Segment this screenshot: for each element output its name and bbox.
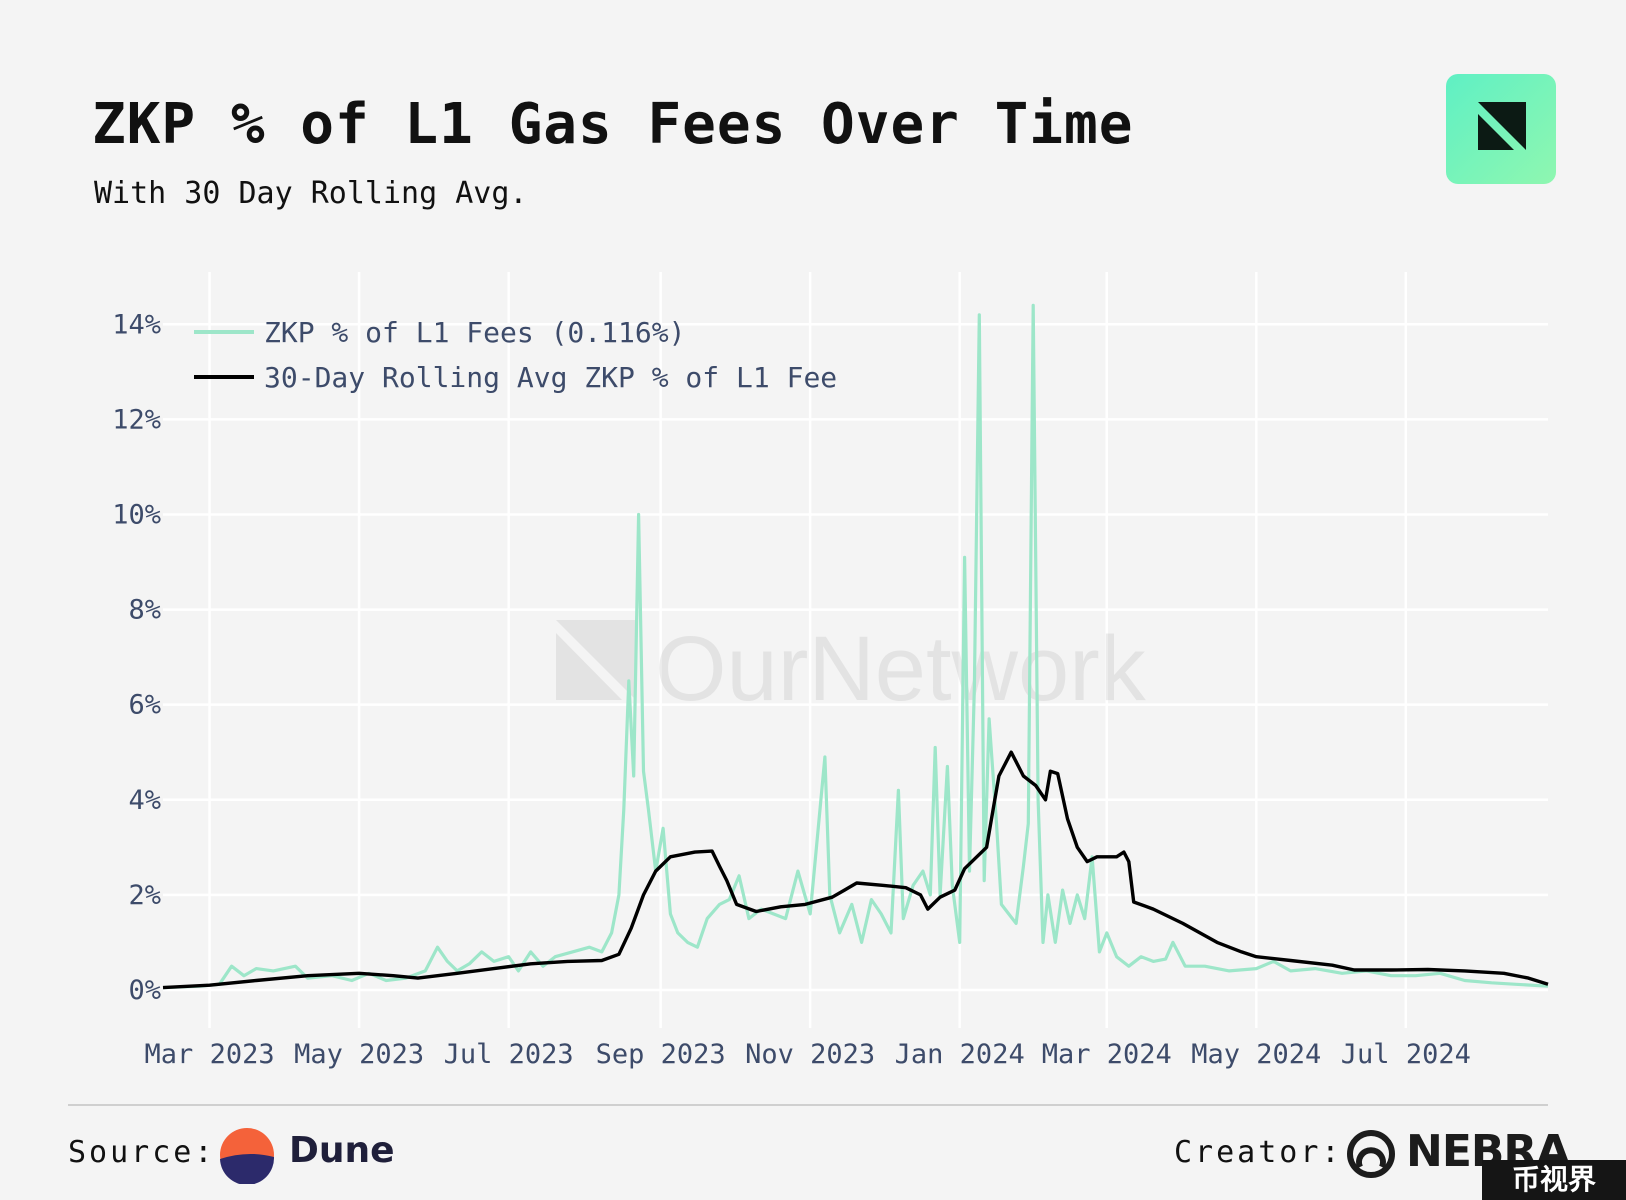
x-tick-label: Jul 2023	[444, 1039, 574, 1070]
source-label: Source:	[68, 1135, 216, 1170]
x-tick-label: Mar 2023	[145, 1039, 275, 1070]
nebra-logo-icon	[1347, 1130, 1395, 1178]
chart-subtitle: With 30 Day Rolling Avg.	[94, 176, 528, 211]
x-tick-label: May 2024	[1191, 1039, 1321, 1070]
daily-series-line	[162, 303, 1549, 990]
line-chart: OurNetwork 0%2%4%6%8%10%12%14% Mar 2023 M…	[112, 272, 1549, 1070]
y-tick-label: 10%	[112, 499, 161, 530]
creator-label: Creator:	[1174, 1135, 1343, 1170]
series-layer	[162, 303, 1549, 990]
y-tick-label: 4%	[128, 785, 161, 816]
x-tick-label: Sep 2023	[596, 1039, 726, 1070]
x-tick-label: May 2023	[294, 1039, 424, 1070]
legend-label: ZKP % of L1 Fees (0.116%)	[264, 316, 685, 349]
legend-label: 30-Day Rolling Avg ZKP % of L1 Fee	[264, 361, 837, 394]
corner-watermark: 币视界	[1482, 1160, 1626, 1200]
x-tick-label: Mar 2024	[1042, 1039, 1172, 1070]
watermark-text: OurNetwork	[655, 618, 1147, 720]
legend: ZKP % of L1 Fees (0.116%) 30-Day Rolling …	[194, 316, 837, 394]
x-axis-ticks: Mar 2023 May 2023 Jul 2023 Sep 2023 Nov 2023…	[145, 1039, 1471, 1070]
y-axis-ticks: 0% 2% 4% 6% 8% 10% 12% 14%	[112, 309, 161, 1006]
x-tick-label: Nov 2023	[745, 1039, 875, 1070]
ournetwork-logo	[1446, 74, 1556, 184]
y-tick-label: 2%	[128, 880, 161, 911]
chart-title: ZKP % of L1 Gas Fees Over Time	[92, 92, 1134, 157]
source-name: Dune	[289, 1130, 395, 1171]
watermark: OurNetwork	[556, 618, 1147, 720]
y-tick-label: 12%	[112, 404, 161, 435]
rolling-avg-series-line	[162, 750, 1549, 990]
y-tick-label: 8%	[128, 595, 161, 626]
dune-logo-icon	[220, 1128, 275, 1184]
x-tick-label: Jan 2024	[895, 1039, 1025, 1070]
y-tick-label: 0%	[128, 975, 161, 1006]
x-tick-label: Jul 2024	[1341, 1039, 1471, 1070]
footer-divider	[68, 1104, 1548, 1106]
y-tick-label: 14%	[112, 309, 161, 340]
y-tick-label: 6%	[128, 690, 161, 721]
